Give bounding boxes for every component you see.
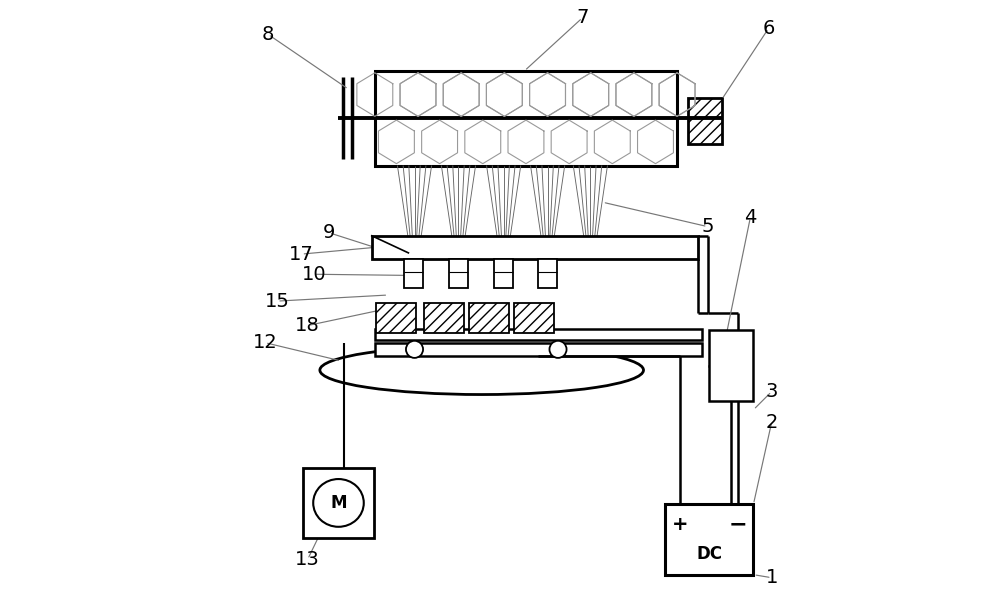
Text: 12: 12 [253,333,277,352]
Bar [469,303,509,334]
Text: 2: 2 [766,412,778,431]
Bar [494,259,513,288]
Text: 15: 15 [265,291,290,311]
Text: 3: 3 [766,382,778,401]
Circle shape [406,341,423,358]
Ellipse shape [313,479,364,527]
Bar [372,236,698,259]
Text: DC: DC [696,545,722,562]
Text: 7: 7 [576,9,589,28]
Bar [424,303,464,334]
Bar [514,303,554,334]
Bar [375,343,702,356]
Text: +: + [672,515,688,534]
Bar [375,71,677,166]
Text: 5: 5 [701,217,714,236]
Bar [688,99,722,144]
Text: 9: 9 [323,223,335,242]
Text: −: − [729,514,747,534]
Text: 4: 4 [744,208,757,227]
Circle shape [549,341,567,358]
Text: 10: 10 [301,265,326,284]
Bar [375,329,702,340]
Text: 8: 8 [262,24,274,44]
Bar [404,259,423,288]
Bar [303,468,374,538]
Bar [376,303,416,334]
Text: 6: 6 [762,19,775,38]
Text: M: M [330,494,347,512]
Bar [665,504,753,575]
Bar [709,330,753,401]
Bar [449,259,468,288]
Text: 1: 1 [766,568,778,588]
Bar [538,259,557,288]
Text: 18: 18 [295,316,320,335]
Text: 17: 17 [289,245,314,264]
Text: 13: 13 [295,550,320,569]
